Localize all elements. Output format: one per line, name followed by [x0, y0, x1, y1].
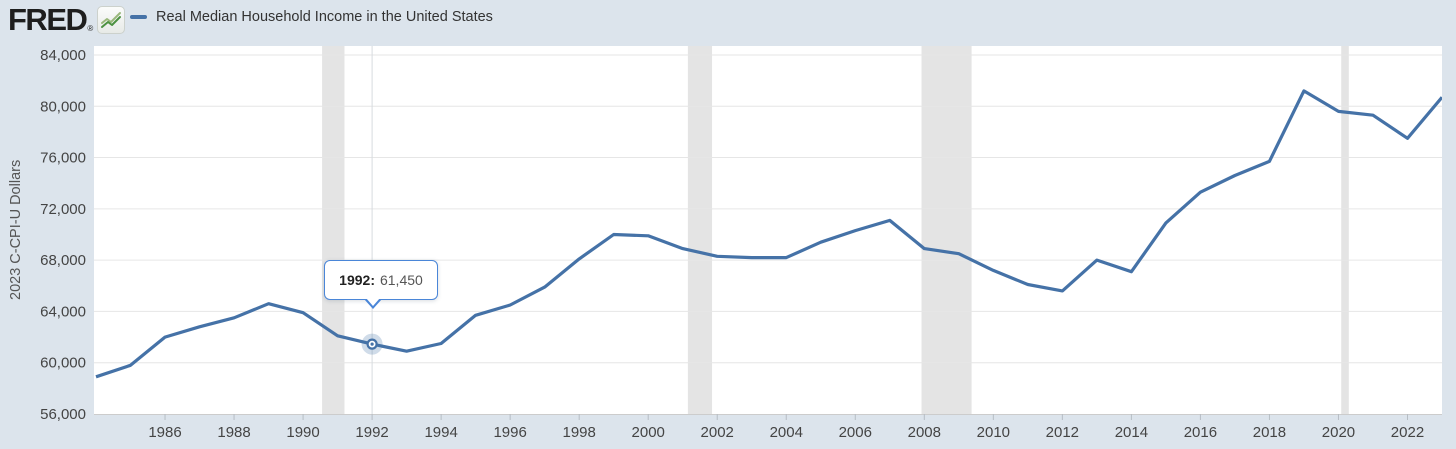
y-axis-tick-label: 64,000: [40, 303, 86, 320]
recession-band: [921, 46, 972, 414]
recession-band: [1341, 46, 1349, 414]
recession-band: [687, 46, 713, 414]
tooltip-value: 61,450: [379, 272, 423, 288]
x-axis-tick-label: 1988: [217, 424, 250, 441]
y-axis-tick-label: 68,000: [40, 252, 86, 269]
fred-logo-chart-icon: [97, 6, 126, 34]
fred-logo-text: FRED: [8, 2, 88, 37]
y-axis-tick-label: 72,000: [40, 201, 86, 218]
data-series-line[interactable]: [95, 89, 1442, 379]
x-axis-tick-label: 1998: [562, 424, 595, 441]
tooltip-year: 1992:: [339, 272, 375, 288]
x-axis-tick-label: 2006: [839, 424, 872, 441]
x-axis-tick-label: 2000: [632, 424, 665, 441]
x-axis-tick-label: 2004: [770, 424, 803, 441]
y-axis-tick-label: 76,000: [40, 150, 86, 167]
x-axis-tick-label: 2020: [1322, 424, 1355, 441]
x-axis-tick-label: 2022: [1391, 424, 1424, 441]
y-axis-tick-label: 56,000: [40, 406, 86, 423]
legend-line-marker: [130, 15, 147, 19]
x-axis-tick-label: 1996: [493, 424, 526, 441]
x-axis-tick-label: 2002: [701, 424, 734, 441]
x-axis-tick-label: 1986: [148, 424, 181, 441]
recession-band: [322, 46, 345, 414]
y-axis-tick-label: 80,000: [40, 98, 86, 115]
registered-mark: ®: [87, 24, 94, 33]
x-axis-tick-label: 2016: [1184, 424, 1217, 441]
tooltip: 1992: 61,450: [324, 260, 438, 309]
x-axis-tick-label: 1992: [355, 424, 388, 441]
legend-item[interactable]: Real Median Household Income in the Unit…: [130, 9, 493, 25]
tooltip-arrow-fill: [366, 298, 380, 306]
x-axis-tick-label: 1994: [424, 424, 457, 441]
fred-logo[interactable]: FRED ®: [8, 2, 126, 38]
x-axis-tick-label: 1990: [286, 424, 319, 441]
x-axis-tick-label: 2008: [908, 424, 941, 441]
legend-label: Real Median Household Income in the Unit…: [156, 9, 493, 25]
y-axis-tick-label: 84,000: [40, 47, 86, 64]
x-axis-tick-label: 2014: [1115, 424, 1148, 441]
x-axis-tick-label: 2012: [1046, 424, 1079, 441]
y-axis-tick-label: 60,000: [40, 355, 86, 372]
plot-area[interactable]: [94, 46, 1442, 414]
hover-marker-dot: [370, 342, 374, 346]
x-axis-tick-label: 2018: [1253, 424, 1286, 441]
x-axis-tick-label: 2010: [977, 424, 1010, 441]
